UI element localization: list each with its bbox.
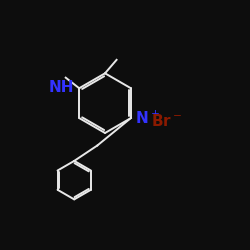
Text: NH: NH — [49, 80, 74, 95]
Text: Br$^-$: Br$^-$ — [151, 113, 182, 129]
Text: N$^+$: N$^+$ — [135, 110, 160, 127]
